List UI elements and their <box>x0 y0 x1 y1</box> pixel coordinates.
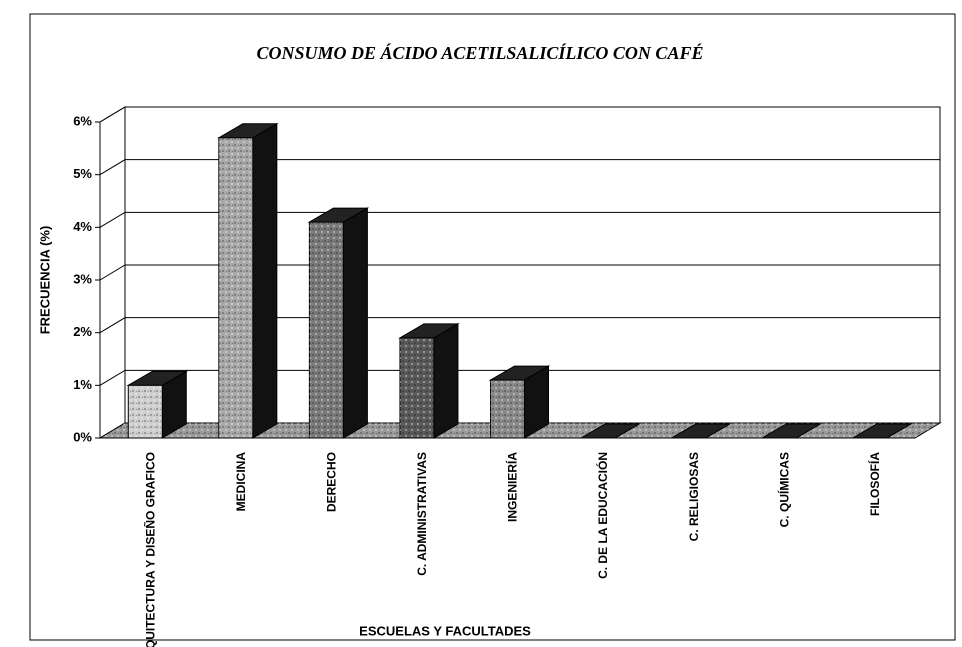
y-tick-label: 3% <box>73 271 92 286</box>
chart-title: CONSUMO DE ÁCIDO ACETILSALICÍLICO CON CA… <box>257 42 704 63</box>
bar <box>760 423 823 439</box>
y-tick-label: 1% <box>73 377 92 392</box>
bar-top <box>760 423 823 439</box>
y-axis-title: FRECUENCIA (%) <box>37 226 52 335</box>
x-tick-label: ARQUITECTURA Y DISEÑO GRAFICO <box>142 452 157 647</box>
bar-texture <box>128 385 163 438</box>
x-tick-label: MEDICINA <box>234 452 248 512</box>
bar-side <box>433 323 459 439</box>
bar-texture <box>309 222 344 438</box>
bar-texture <box>490 380 525 438</box>
y-tick-label: 0% <box>73 429 92 444</box>
bar-side <box>342 207 368 439</box>
x-tick-label: DERECHO <box>325 452 339 512</box>
x-tick-label: FILOSOFÍA <box>867 452 882 516</box>
x-tick-label: C. ADMINISTRATIVAS <box>415 452 429 576</box>
bar-top <box>579 423 641 439</box>
bar <box>669 423 732 439</box>
y-tick-label: 2% <box>73 324 92 339</box>
bar <box>850 423 913 439</box>
grid-line <box>99 159 940 176</box>
grid-line <box>99 317 940 334</box>
bar-side <box>252 122 278 439</box>
grid-line <box>99 369 940 386</box>
grid-line <box>99 106 940 123</box>
bar <box>488 365 551 439</box>
y-tick-label: 4% <box>73 219 92 234</box>
x-axis-title: ESCUELAS Y FACULTADES <box>359 623 531 638</box>
grid-line <box>99 211 940 228</box>
grid-line <box>99 264 940 281</box>
bar-texture <box>399 337 434 438</box>
bar <box>398 323 460 439</box>
x-tick-label: C. RELIGIOSAS <box>687 452 701 541</box>
bar <box>307 207 370 439</box>
x-tick-label: INGENIERÍA <box>505 452 520 522</box>
x-tick-label: C. QUÍMICAS <box>776 452 791 527</box>
bar-top <box>850 423 913 439</box>
y-tick-label: 5% <box>73 166 92 181</box>
bar <box>579 423 641 439</box>
x-tick-label: C. DE LA EDUCACIÓN <box>595 452 610 579</box>
bar-top <box>669 423 732 439</box>
y-tick-label: 6% <box>73 113 92 128</box>
bar <box>216 122 279 439</box>
bar <box>126 370 189 439</box>
bar-texture <box>218 137 253 439</box>
